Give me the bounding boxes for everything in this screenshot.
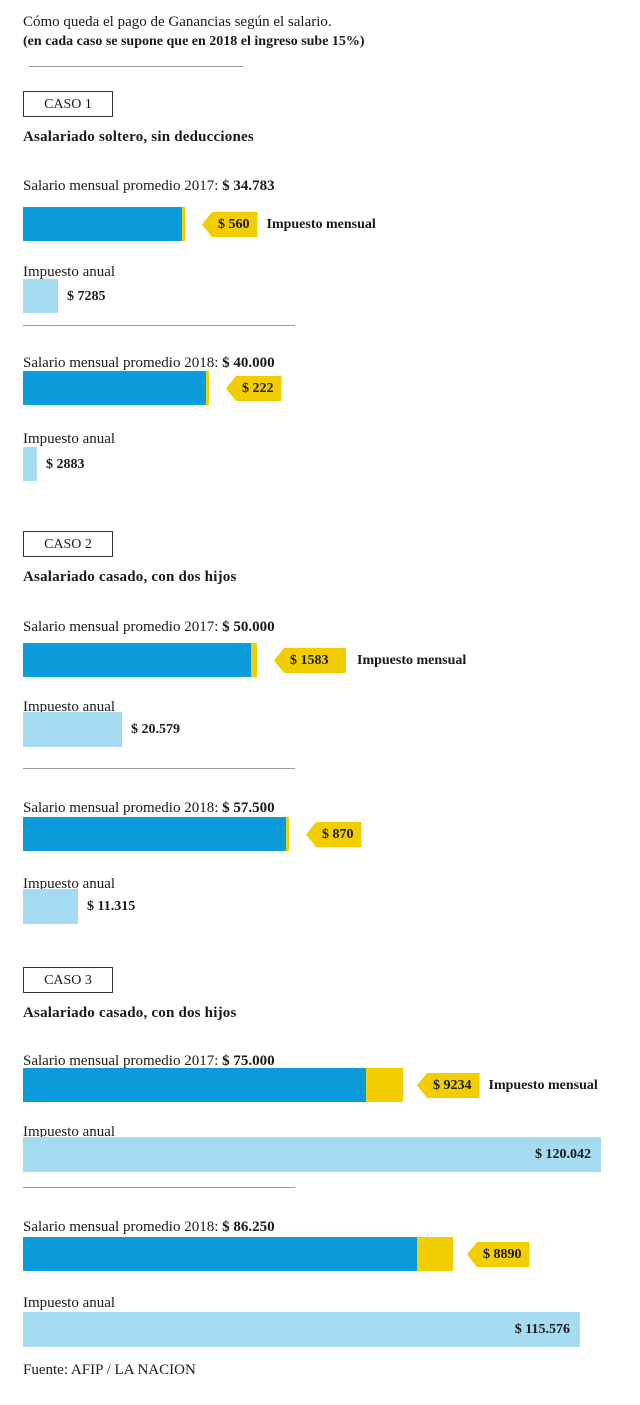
chart-title: Cómo queda el pago de Ganancias según el… [23, 14, 332, 30]
salary-label-text: Salario mensual promedio 2018: [23, 355, 223, 371]
case-title: Asalariado soltero, sin deducciones [23, 129, 254, 145]
case-divider [23, 325, 295, 326]
monthly-tax-bar [182, 207, 185, 241]
annual-tax-value: $ 20.579 [131, 722, 180, 737]
monthly-tax-tag: $ 222 [226, 376, 282, 401]
salary-label: Salario mensual promedio 2018: $ 86.250 [23, 1219, 275, 1236]
salary-bar [23, 643, 251, 677]
case-title: Asalariado casado, con dos hijos [23, 569, 237, 585]
case-label: CASO 2 [23, 531, 113, 557]
annual-tax-bar [23, 889, 78, 924]
salary-value: $ 50.000 [222, 619, 275, 635]
salary-bar [23, 371, 206, 405]
annual-tax-bar [23, 1137, 601, 1172]
annual-tax-label: Impuesto anual [23, 1295, 116, 1311]
monthly-tax-tag: $ 560 [202, 212, 258, 237]
case-label: CASO 1 [23, 91, 113, 117]
salary-bar [23, 817, 286, 851]
monthly-tax-bar [417, 1237, 453, 1271]
salary-label-text: Salario mensual promedio 2018: [23, 1219, 223, 1235]
title-divider [29, 66, 243, 67]
source-note: Fuente: AFIP / LA NACION [23, 1362, 196, 1378]
case-divider [23, 768, 295, 769]
salary-value: $ 57.500 [222, 800, 275, 816]
monthly-tax-bar [286, 817, 289, 851]
annual-tax-value: $ 120.042 [535, 1147, 591, 1162]
annual-tax-label: Impuesto anual [23, 876, 116, 892]
chart-title-block: Cómo queda el pago de Ganancias según el… [23, 13, 365, 51]
salary-label: Salario mensual promedio 2018: $ 57.500 [23, 800, 275, 817]
salary-bar [23, 1068, 366, 1102]
salary-value: $ 75.000 [222, 1053, 275, 1069]
monthly-tax-bar [206, 371, 209, 405]
salary-bar [23, 207, 182, 241]
monthly-tax-note: Impuesto mensual [266, 217, 376, 232]
monthly-tax-tag: $ 870 [306, 822, 362, 847]
salary-label-text: Salario mensual promedio 2017: [23, 178, 223, 194]
monthly-tax-tag: $ 8890 [467, 1242, 530, 1267]
salary-label: Salario mensual promedio 2018: $ 40.000 [23, 355, 275, 372]
annual-tax-bar [23, 447, 37, 481]
monthly-tax-note: Impuesto mensual [357, 653, 467, 668]
monthly-tax-note: Impuesto mensual [488, 1078, 598, 1093]
case-title: Asalariado casado, con dos hijos [23, 1005, 237, 1021]
annual-tax-label: Impuesto anual [23, 699, 116, 715]
annual-tax-value: $ 11.315 [87, 899, 136, 914]
salary-bar [23, 1237, 417, 1271]
monthly-tax-tag: $ 1583 [274, 648, 346, 673]
annual-tax-bar [23, 712, 122, 747]
salary-label-text: Salario mensual promedio 2017: [23, 619, 223, 635]
chart-subtitle: (en cada caso se supone que en 2018 el i… [23, 34, 365, 49]
monthly-tax-bar [366, 1068, 403, 1102]
salary-label: Salario mensual promedio 2017: $ 75.000 [23, 1053, 275, 1070]
salary-label: Salario mensual promedio 2017: $ 50.000 [23, 619, 275, 636]
annual-tax-bar [23, 1312, 580, 1347]
monthly-tax-tag: $ 9234 [417, 1073, 480, 1098]
annual-tax-value: $ 115.576 [514, 1322, 570, 1337]
case-label: CASO 3 [23, 967, 113, 993]
annual-tax-bar [23, 279, 58, 313]
annual-tax-value: $ 2883 [46, 457, 85, 472]
salary-value: $ 86.250 [222, 1219, 275, 1235]
salary-value: $ 40.000 [222, 355, 275, 371]
salary-label: Salario mensual promedio 2017: $ 34.783 [23, 178, 275, 195]
monthly-tax-bar [251, 643, 257, 677]
annual-tax-value: $ 7285 [67, 289, 106, 304]
annual-tax-label: Impuesto anual [23, 431, 116, 447]
case-divider [23, 1187, 295, 1188]
annual-tax-label: Impuesto anual [23, 1124, 116, 1140]
annual-tax-label: Impuesto anual [23, 264, 116, 280]
salary-value: $ 34.783 [222, 178, 275, 194]
salary-label-text: Salario mensual promedio 2018: [23, 800, 223, 816]
salary-label-text: Salario mensual promedio 2017: [23, 1053, 223, 1069]
